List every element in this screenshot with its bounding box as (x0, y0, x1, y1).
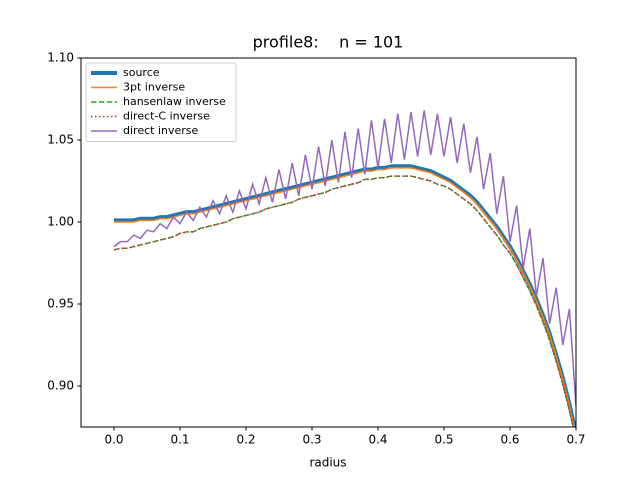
legend-box (85, 62, 237, 142)
y-tick-label: 1.00 (47, 215, 74, 229)
legend-label: direct-C inverse (123, 110, 210, 123)
x-tick-label: 0.1 (170, 433, 189, 447)
x-tick-label: 0.5 (434, 433, 453, 447)
x-tick-label: 0.2 (236, 433, 255, 447)
legend-label: hansenlaw inverse (123, 95, 226, 108)
series-line (114, 167, 575, 427)
legend-label: direct inverse (123, 124, 199, 137)
legend-label: source (123, 66, 160, 79)
plot-lines (113, 110, 576, 427)
x-tick-label: 0.3 (302, 433, 321, 447)
x-tick-label: 0.6 (500, 433, 519, 447)
y-tick-label: 1.10 (47, 51, 74, 65)
series-line (113, 175, 575, 427)
series-line (114, 164, 576, 427)
series-line (113, 110, 576, 406)
x-tick-label: 0.4 (368, 433, 387, 447)
y-tick-label: 0.95 (47, 297, 74, 311)
chart-title: profile8: n = 101 (253, 33, 404, 52)
x-axis-label: radius (309, 456, 346, 470)
x-tick-label: 0.7 (566, 433, 585, 447)
plot-frame (80, 57, 577, 428)
x-tick-label: 0.0 (104, 433, 123, 447)
y-tick-label: 0.90 (47, 379, 74, 393)
legend-label: 3pt inverse (123, 81, 185, 94)
y-tick-label: 1.05 (47, 133, 74, 147)
